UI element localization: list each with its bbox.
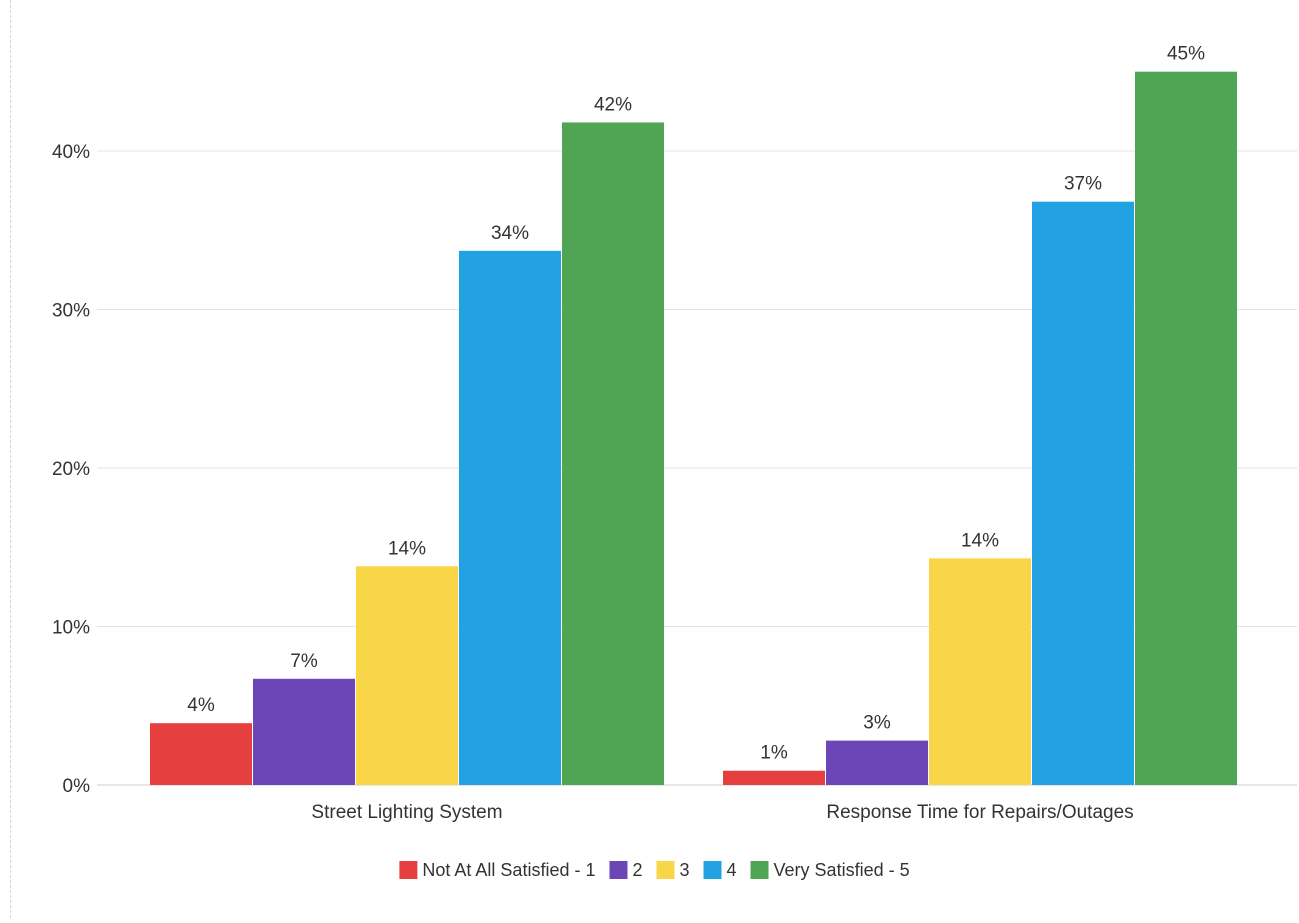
legend-label: Very Satisfied - 5 [774, 860, 910, 880]
data-label: 14% [388, 538, 426, 559]
y-tick-label: 0% [63, 776, 91, 797]
bar [253, 678, 355, 785]
legend-label: 4 [727, 860, 737, 880]
data-label: 3% [863, 713, 891, 734]
legend-item[interactable]: Very Satisfied - 5 [750, 860, 910, 880]
bar [150, 723, 252, 785]
x-category-label: Street Lighting System [311, 802, 502, 823]
data-label: 34% [491, 223, 529, 244]
y-tick-label: 20% [52, 459, 90, 480]
bar [929, 558, 1031, 785]
legend: Not At All Satisfied - 1 2 3 4 Very Satisfie… [399, 860, 910, 880]
legend-swatch [609, 861, 628, 879]
bar [562, 122, 664, 785]
data-label: 14% [961, 530, 999, 551]
y-axis-tick-labels: 0% 10% 20% 30% 40% [52, 142, 90, 797]
x-category-label: Response Time for Repairs/Outages [826, 802, 1133, 823]
data-label: 4% [187, 695, 215, 716]
legend-label: Not At All Satisfied - 1 [422, 860, 595, 880]
bar [356, 566, 458, 785]
legend-label: 3 [680, 860, 690, 880]
bar [459, 250, 561, 785]
data-label: 45% [1167, 44, 1205, 65]
left-dotted-border [10, 0, 11, 918]
legend-swatch [656, 861, 675, 879]
x-axis-category-labels: Street Lighting System Response Time for … [311, 802, 1133, 823]
legend-label: 2 [632, 860, 642, 880]
data-label: 42% [594, 94, 632, 115]
bar [1032, 201, 1134, 785]
data-label: 7% [290, 651, 318, 672]
legend-swatch [399, 861, 418, 879]
y-tick-label: 30% [52, 300, 90, 321]
legend-item[interactable]: 3 [656, 860, 690, 880]
legend-swatch [703, 861, 722, 879]
y-tick-label: 40% [52, 142, 90, 163]
data-label: 37% [1064, 174, 1102, 195]
legend-item[interactable]: Not At All Satisfied - 1 [399, 860, 595, 880]
y-tick-label: 10% [52, 617, 90, 638]
data-labels: 4% 7% 14% 34% 42% 1% 3% 14% 37% 45% [187, 44, 1205, 764]
data-label: 1% [760, 743, 788, 764]
legend-item[interactable]: 4 [703, 860, 737, 880]
bar [1135, 71, 1237, 785]
bar [723, 770, 825, 785]
legend-swatch [750, 861, 769, 879]
bar [826, 740, 928, 785]
bars [150, 71, 1237, 785]
legend-item[interactable]: 2 [609, 860, 643, 880]
